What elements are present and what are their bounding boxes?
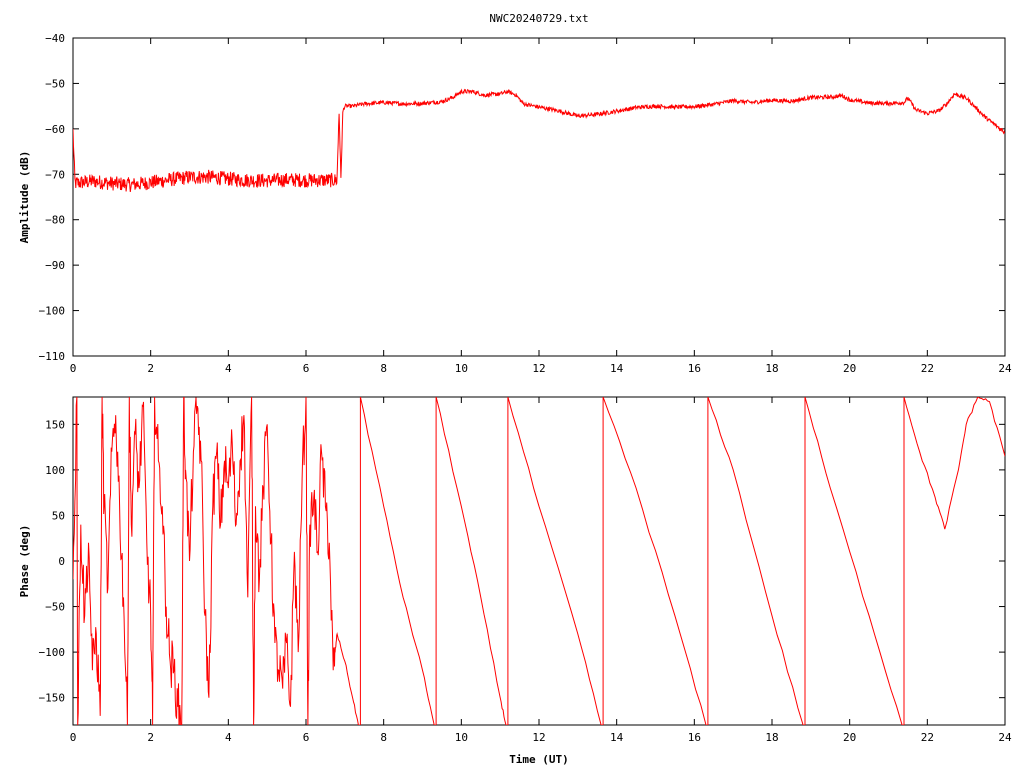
y-tick-label: −70: [45, 168, 65, 181]
plot-title: NWC20240729.txt: [489, 12, 588, 25]
x-tick-label: 0: [70, 362, 77, 375]
x-tick-label: 0: [70, 731, 77, 744]
phase-panel: 0 2 4 6 8 10 12 14 16 18 20 22 24−150−100−5005010015…: [18, 396, 1012, 766]
x-tick-label: 10: [455, 362, 468, 375]
y-tick-label: −80: [45, 214, 65, 227]
y-axis-title: Phase (deg): [18, 525, 31, 598]
chart-panels: 0 2 4 6 8 10 12 14 16 18 20 22 24−110−100−90−80−70−6…: [18, 32, 1012, 766]
x-tick-label: 12: [532, 362, 545, 375]
y-tick-label: −50: [45, 601, 65, 614]
y-tick-label: −110: [39, 350, 66, 363]
y-tick-label: 100: [45, 464, 65, 477]
x-tick-label: 18: [765, 731, 778, 744]
y-tick-label: −150: [39, 692, 66, 705]
x-tick-label: 14: [610, 731, 624, 744]
x-tick-label: 6: [303, 731, 310, 744]
x-tick-label: 14: [610, 362, 624, 375]
y-tick-label: 0: [58, 555, 65, 568]
y-tick-label: 50: [52, 509, 65, 522]
x-tick-label: 2: [147, 362, 154, 375]
x-tick-label: 22: [921, 731, 934, 744]
x-tick-label: 8: [380, 731, 387, 744]
y-tick-label: −100: [39, 646, 66, 659]
y-tick-label: −100: [39, 305, 66, 318]
x-tick-label: 24: [998, 731, 1012, 744]
x-tick-label: 22: [921, 362, 934, 375]
x-tick-label: 4: [225, 362, 232, 375]
y-tick-label: −60: [45, 123, 65, 136]
y-axis-title: Amplitude (dB): [18, 151, 31, 244]
x-tick-label: 12: [532, 731, 545, 744]
y-tick-label: −40: [45, 32, 65, 45]
x-tick-label: 8: [380, 362, 387, 375]
y-tick-label: −50: [45, 77, 65, 90]
x-tick-label: 20: [843, 731, 856, 744]
data-trace: [73, 88, 1005, 192]
data-trace: [73, 397, 1005, 725]
x-tick-label: 18: [765, 362, 778, 375]
x-tick-label: 20: [843, 362, 856, 375]
x-tick-label: 10: [455, 731, 468, 744]
x-tick-label: 16: [688, 731, 701, 744]
y-tick-label: −90: [45, 259, 65, 272]
x-tick-label: 6: [303, 362, 310, 375]
x-axis-title: Time (UT): [509, 753, 569, 766]
x-tick-label: 2: [147, 731, 154, 744]
y-tick-label: 150: [45, 418, 65, 431]
x-tick-label: 24: [998, 362, 1012, 375]
amplitude-panel: 0 2 4 6 8 10 12 14 16 18 20 22 24−110−100−90−80−70−6…: [18, 32, 1012, 375]
x-tick-label: 4: [225, 731, 232, 744]
x-tick-label: 16: [688, 362, 701, 375]
